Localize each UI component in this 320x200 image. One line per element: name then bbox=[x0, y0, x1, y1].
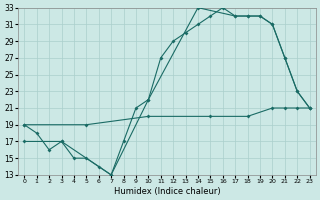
X-axis label: Humidex (Indice chaleur): Humidex (Indice chaleur) bbox=[114, 187, 220, 196]
